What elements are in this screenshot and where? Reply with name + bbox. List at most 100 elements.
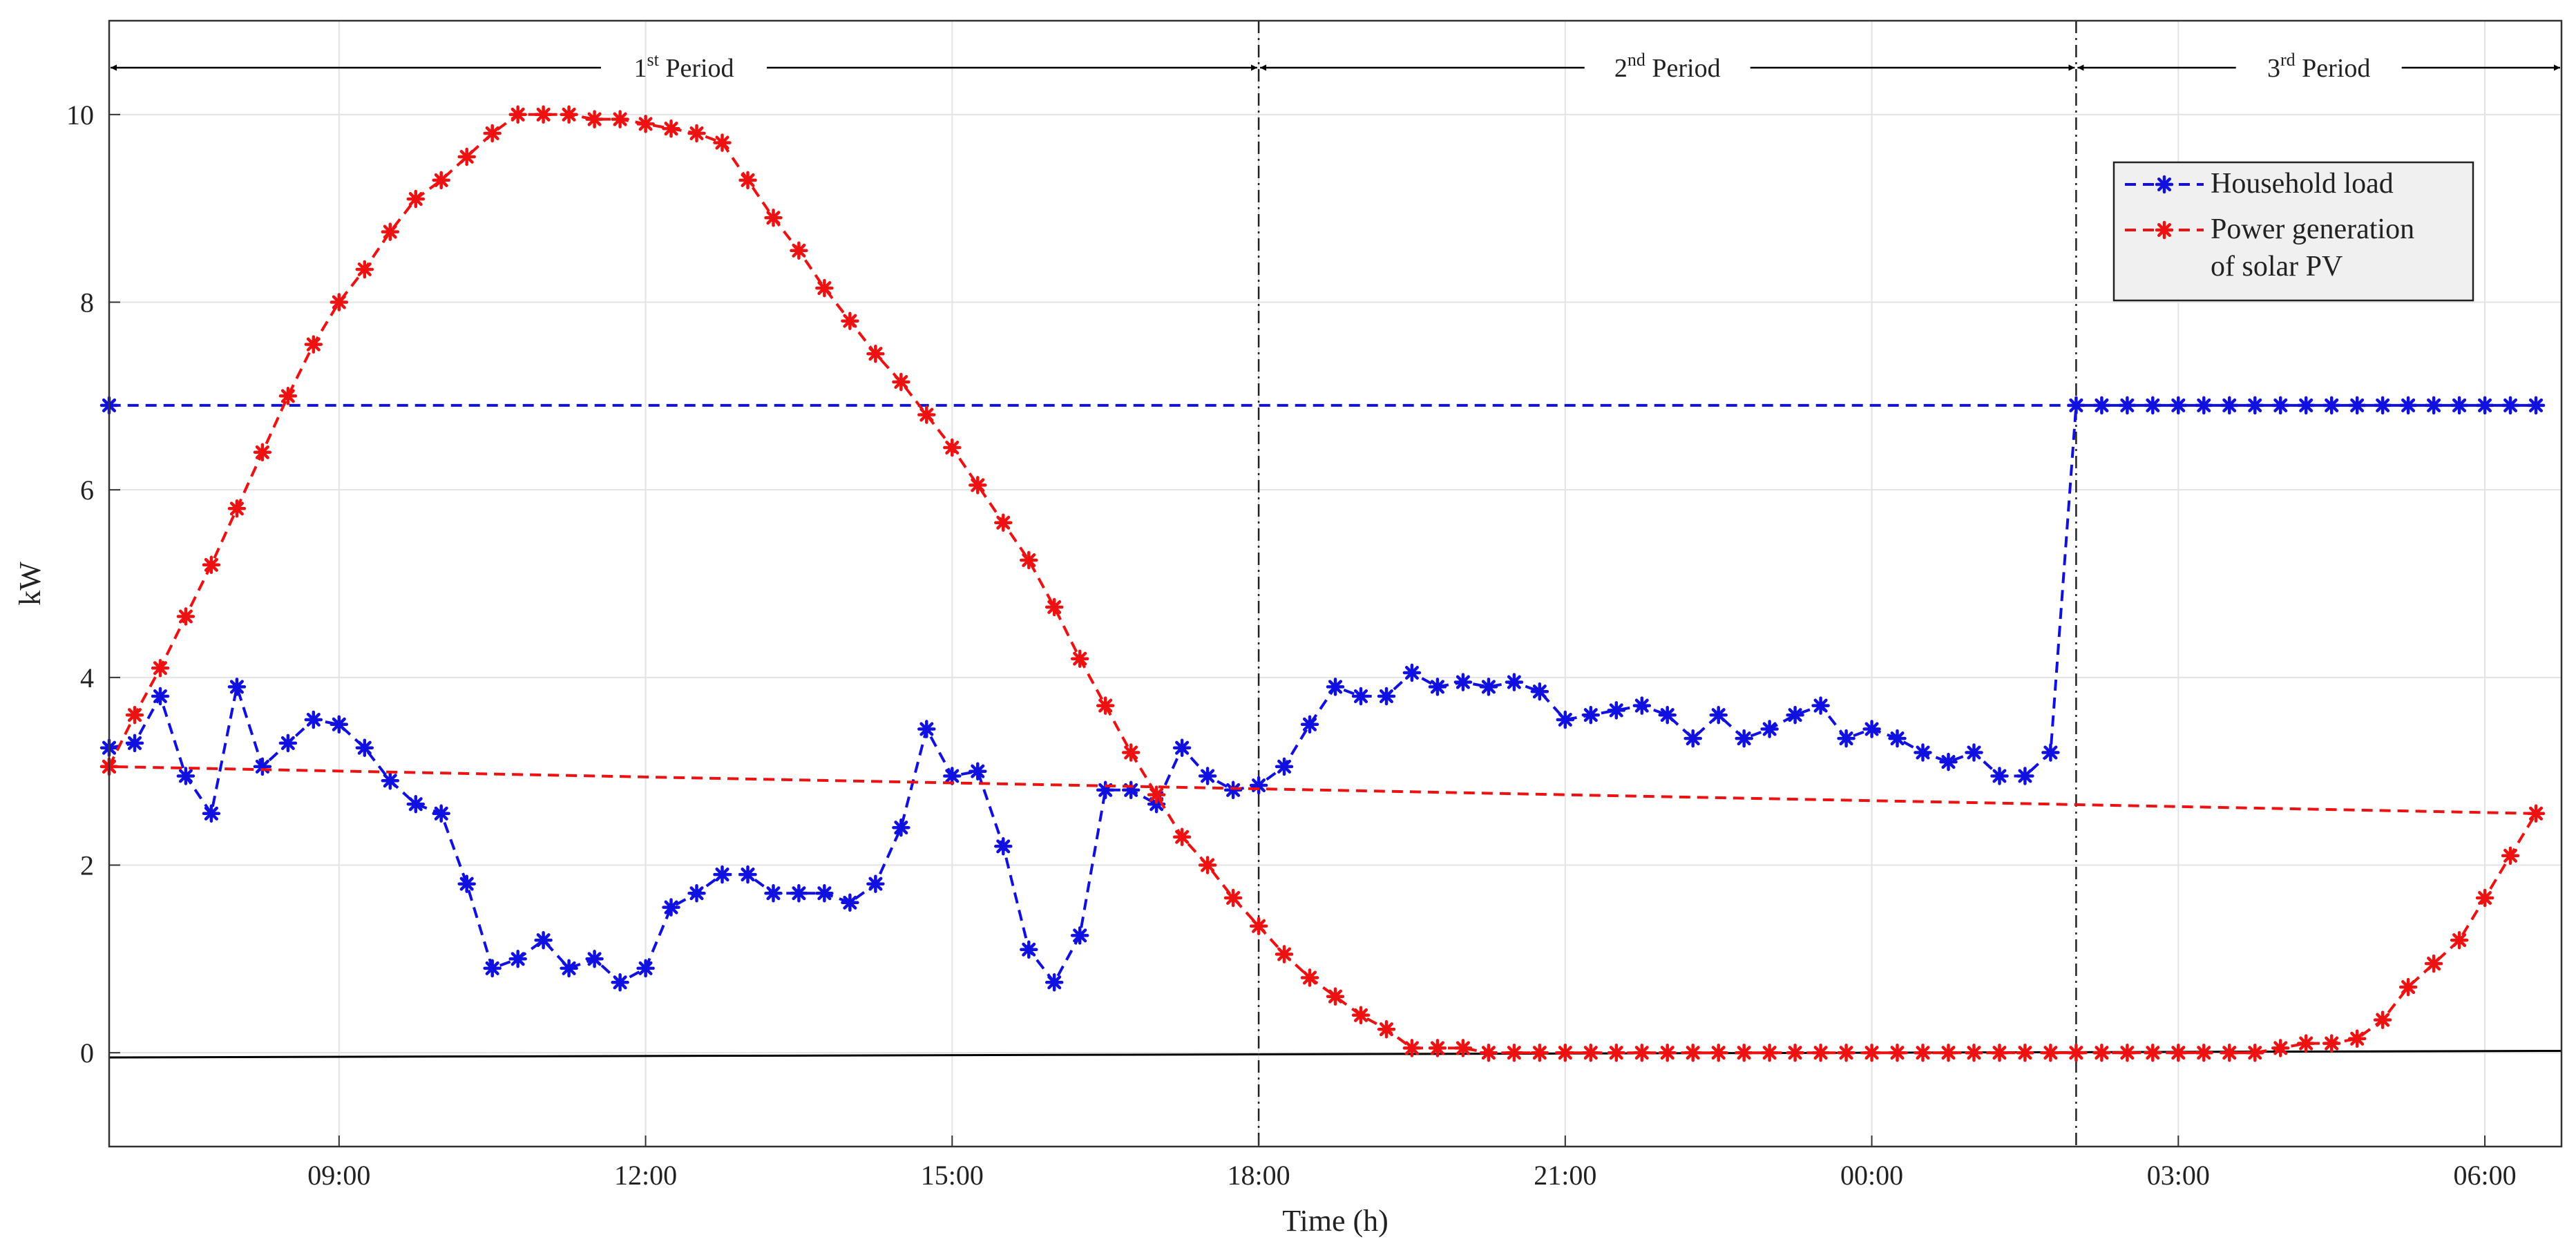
data-point [125, 705, 144, 725]
data-point [2347, 396, 2367, 415]
data-point [1658, 1043, 1677, 1062]
data-point [1709, 1043, 1728, 1062]
plot-frame [108, 19, 2563, 1148]
legend-label: Power generation [2211, 213, 2414, 245]
data-point [1735, 729, 1753, 748]
data-point [2322, 1034, 2341, 1053]
x-tick-label: 12:00 [614, 1160, 677, 1191]
data-point [1581, 1043, 1601, 1062]
y-tick-label: 4 [80, 662, 94, 693]
data-point [1428, 678, 1447, 696]
data-point [713, 133, 732, 152]
data-point [2526, 396, 2546, 415]
data-point [483, 959, 502, 978]
data-point [534, 105, 553, 124]
data-point [1121, 743, 1141, 762]
data-point [1172, 827, 1192, 847]
y-axis-label: kW [13, 562, 47, 606]
data-point [1658, 705, 1677, 725]
data-point [1556, 1043, 1575, 1062]
data-point [1530, 682, 1549, 701]
data-point [176, 607, 195, 626]
data-point [2067, 396, 2086, 415]
data-point [1249, 776, 1268, 795]
period-annotations: 1st Period 2nd Period 3rd Period [111, 50, 2560, 83]
data-point [1070, 926, 1089, 945]
data-point [2169, 1043, 2188, 1062]
data-point [202, 804, 221, 823]
grid [109, 21, 2561, 1147]
data-point [1607, 701, 1626, 720]
data-point [227, 499, 247, 518]
data-point [2271, 396, 2290, 415]
legend-box [2112, 161, 2474, 302]
data-point [1070, 649, 1089, 668]
data-point [1020, 550, 1038, 570]
data-point [2246, 1043, 2264, 1062]
data-point [1096, 780, 1115, 800]
data-point [969, 476, 987, 495]
data-point [1121, 780, 1141, 800]
data-point [2398, 977, 2418, 997]
data-point [381, 222, 400, 241]
data-point [841, 312, 859, 330]
y-tick-label: 2 [80, 850, 94, 881]
data-point [1020, 940, 1038, 959]
data-point [687, 124, 706, 143]
data-point [1351, 1006, 1371, 1025]
data-point [1862, 720, 1881, 738]
data-point [1147, 785, 1166, 804]
data-point [2322, 396, 2341, 415]
data-point [841, 893, 859, 912]
data-point [815, 278, 834, 298]
data-point [1683, 729, 1702, 748]
data-point [1760, 1043, 1779, 1062]
x-tick-label: 15:00 [921, 1160, 984, 1191]
data-point [1632, 1043, 1652, 1062]
data-point [330, 293, 349, 312]
data-point [330, 715, 349, 734]
data-point [355, 738, 374, 757]
data-point [969, 762, 987, 780]
data-point [202, 555, 221, 575]
data-point [1581, 705, 1601, 725]
data-point [406, 189, 426, 209]
data-point [2169, 396, 2188, 415]
series-solar-pv [99, 105, 2546, 1062]
data-point [2373, 396, 2392, 415]
data-point [1402, 663, 1422, 682]
data-point [1965, 1043, 1983, 1062]
data-point [2475, 888, 2494, 908]
data-point [176, 767, 195, 785]
data-point [2450, 930, 2469, 950]
data-point [2424, 954, 2443, 973]
data-point [151, 659, 170, 678]
data-point [611, 973, 629, 992]
data-point [227, 678, 247, 696]
data-point [1223, 780, 1243, 800]
data-point [2092, 396, 2111, 415]
data-point [2450, 396, 2469, 415]
legend-swatch-marker [2155, 220, 2174, 240]
data-point [917, 720, 936, 738]
x-tick-label: 18:00 [1228, 1160, 1290, 1191]
data-point [2067, 1043, 2086, 1062]
data-point [815, 884, 834, 903]
data-point [151, 687, 170, 706]
data-point [1811, 696, 1830, 715]
data-point [381, 772, 400, 790]
data-point [1223, 888, 1243, 908]
data-point [892, 372, 910, 392]
data-point [2144, 396, 2162, 415]
data-point [636, 959, 655, 978]
x-tick-label: 00:00 [1840, 1160, 1903, 1191]
x-tick-label: 06:00 [2454, 1160, 2517, 1191]
data-point [1786, 705, 1804, 725]
data-point [560, 959, 578, 978]
data-point [2220, 1043, 2239, 1062]
data-point [636, 115, 655, 133]
data-point [1351, 687, 1371, 706]
data-point [1811, 1043, 1830, 1062]
data-point [1326, 987, 1345, 1006]
